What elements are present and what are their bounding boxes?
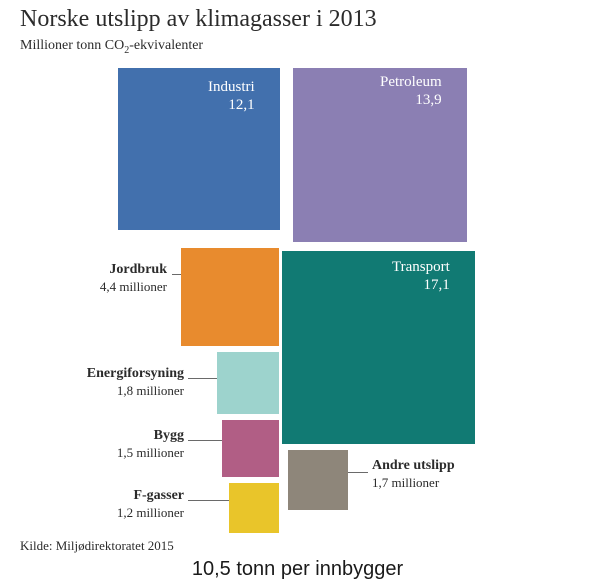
square-energiforsyning: [217, 352, 279, 414]
chart-subtitle: Millioner tonn CO2-ekvivalenter: [20, 38, 203, 56]
subtitle-post: -ekvivalenter: [129, 38, 203, 53]
chart-title: Norske utslipp av klimagasser i 2013: [20, 6, 377, 33]
label-value-transport: 17,1: [392, 276, 450, 294]
ext-label-name-andre: Andre utslipp: [372, 458, 482, 475]
subtitle-pre: Millioner tonn CO: [20, 38, 124, 53]
ext-label-name-jordbruk: Jordbruk: [85, 262, 167, 279]
ext-label-bygg: Bygg1,5 millioner: [98, 428, 184, 460]
leader-jordbruk: [172, 274, 181, 275]
leader-bygg: [188, 440, 222, 441]
leader-fgasser: [188, 500, 229, 501]
ext-label-value-bygg: 1,5 millioner: [98, 445, 184, 460]
source-line: Kilde: Miljødirektoratet 2015: [20, 538, 174, 554]
square-fgasser: [229, 483, 279, 533]
ext-label-energiforsyning: Energiforsyning1,8 millioner: [66, 366, 184, 398]
ext-label-fgasser: F-gasser1,2 millioner: [98, 488, 184, 520]
label-industri: Industri12,1: [208, 78, 255, 115]
square-industri: [118, 68, 280, 230]
label-value-petroleum: 13,9: [380, 91, 442, 109]
square-bygg: [222, 420, 279, 477]
label-petroleum: Petroleum13,9: [380, 73, 442, 110]
label-name-transport: Transport: [392, 258, 450, 276]
ext-label-value-fgasser: 1,2 millioner: [98, 505, 184, 520]
ext-label-name-energiforsyning: Energiforsyning: [66, 366, 184, 383]
label-transport: Transport17,1: [392, 258, 450, 295]
ext-label-name-fgasser: F-gasser: [98, 488, 184, 505]
footer-line: 10,5 tonn per innbygger: [0, 558, 595, 581]
ext-label-value-andre: 1,7 millioner: [372, 475, 482, 490]
ext-label-jordbruk: Jordbruk4,4 millioner: [85, 262, 167, 294]
leader-energiforsyning: [188, 378, 217, 379]
leader-andre: [348, 472, 368, 473]
chart-stage: Norske utslipp av klimagasser i 2013 Mil…: [0, 0, 595, 582]
label-value-industri: 12,1: [208, 96, 255, 114]
label-name-industri: Industri: [208, 78, 255, 96]
square-andre: [288, 450, 348, 510]
ext-label-name-bygg: Bygg: [98, 428, 184, 445]
label-name-petroleum: Petroleum: [380, 73, 442, 91]
ext-label-andre: Andre utslipp1,7 millioner: [372, 458, 482, 490]
ext-label-value-energiforsyning: 1,8 millioner: [66, 383, 184, 398]
ext-label-value-jordbruk: 4,4 millioner: [85, 279, 167, 294]
square-jordbruk: [181, 248, 279, 346]
